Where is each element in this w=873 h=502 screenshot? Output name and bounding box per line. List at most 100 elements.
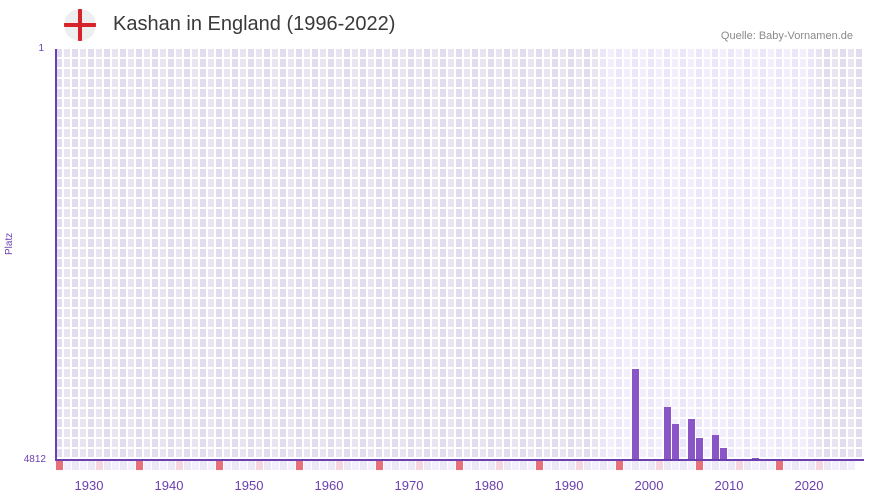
bar-2008[interactable] [696, 438, 703, 460]
year-cell [544, 461, 551, 470]
decade-marker [296, 461, 303, 470]
year-cell [688, 461, 695, 470]
year-cell [352, 461, 359, 470]
year-cell [280, 461, 287, 470]
year-cell [664, 461, 671, 470]
year-cell [112, 461, 119, 470]
year-cell [848, 461, 855, 470]
x-tick-1930: 1930 [74, 478, 104, 493]
year-cell [704, 461, 711, 470]
half-decade-marker [336, 461, 343, 470]
half-decade-marker [96, 461, 103, 470]
bar-2004[interactable] [664, 407, 671, 460]
year-cell [224, 461, 231, 470]
year-cell [200, 461, 207, 470]
year-cell [192, 461, 199, 470]
year-cell [160, 461, 167, 470]
year-cell [368, 461, 375, 470]
y-tick-top: 1 [38, 43, 44, 54]
year-cell [440, 461, 447, 470]
year-cell [392, 461, 399, 470]
year-cell [760, 461, 767, 470]
year-cell [552, 461, 559, 470]
chart-title: Kashan in England (1996-2022) [113, 13, 396, 35]
x-axis-line [55, 459, 864, 461]
year-cell [88, 461, 95, 470]
year-cell [328, 461, 335, 470]
source-link[interactable]: Quelle: Baby-Vornamen.de [720, 30, 853, 42]
x-tick-1980: 1980 [474, 478, 504, 493]
year-cell [528, 461, 535, 470]
x-tick-2010: 2010 [714, 478, 744, 493]
half-decade-marker [176, 461, 183, 470]
year-cell [640, 461, 647, 470]
year-cell [600, 461, 607, 470]
year-cell [840, 461, 847, 470]
x-tick-1990: 1990 [554, 478, 584, 493]
year-cell [432, 461, 439, 470]
year-cell [400, 461, 407, 470]
year-cell [120, 461, 127, 470]
x-tick-1950: 1950 [234, 478, 264, 493]
year-cell [720, 461, 727, 470]
year-cell [272, 461, 279, 470]
year-cell [64, 461, 71, 470]
year-cell [824, 461, 831, 470]
year-cell [408, 461, 415, 470]
decade-marker [456, 461, 463, 470]
year-cell [264, 461, 271, 470]
year-cell [560, 461, 567, 470]
y-tick-bottom: 4812 [23, 454, 46, 465]
year-cell [464, 461, 471, 470]
year-cell [80, 461, 87, 470]
year-cell [504, 461, 511, 470]
decade-marker [56, 461, 63, 470]
half-decade-marker [576, 461, 583, 470]
decade-marker [696, 461, 703, 470]
half-decade-marker [256, 461, 263, 470]
bar-2000[interactable] [632, 369, 639, 460]
year-cell [712, 461, 719, 470]
year-cell [448, 461, 455, 470]
x-tick-1940: 1940 [154, 478, 184, 493]
year-cell [488, 461, 495, 470]
x-tick-2000: 2000 [634, 478, 664, 493]
x-tick-2020: 2020 [794, 478, 824, 493]
year-cell [472, 461, 479, 470]
year-cell [240, 461, 247, 470]
y-axis-line [55, 49, 57, 461]
england-flag-icon [64, 9, 96, 41]
year-cell [288, 461, 295, 470]
year-cell [152, 461, 159, 470]
bar-2005[interactable] [672, 424, 679, 460]
year-cell [520, 461, 527, 470]
year-cell [512, 461, 519, 470]
year-cell [592, 461, 599, 470]
grid-background [56, 49, 862, 457]
decade-marker [376, 461, 383, 470]
year-cell [672, 461, 679, 470]
bar-2011[interactable] [720, 448, 727, 460]
half-decade-marker [496, 461, 503, 470]
bar-2010[interactable] [712, 434, 719, 460]
bar-2007[interactable] [688, 418, 695, 460]
year-cell [584, 461, 591, 470]
decade-marker [136, 461, 143, 470]
year-cell [728, 461, 735, 470]
year-cell [424, 461, 431, 470]
year-cell [784, 461, 791, 470]
year-cell [312, 461, 319, 470]
year-cell [800, 461, 807, 470]
year-cell [304, 461, 311, 470]
year-cell [808, 461, 815, 470]
year-cell [568, 461, 575, 470]
half-decade-marker [736, 461, 743, 470]
year-cell [360, 461, 367, 470]
year-cell [608, 461, 615, 470]
year-cell [768, 461, 775, 470]
half-decade-marker [656, 461, 663, 470]
year-cell [232, 461, 239, 470]
year-cell [104, 461, 111, 470]
year-cell [648, 461, 655, 470]
y-axis-label: Platz [4, 232, 15, 255]
